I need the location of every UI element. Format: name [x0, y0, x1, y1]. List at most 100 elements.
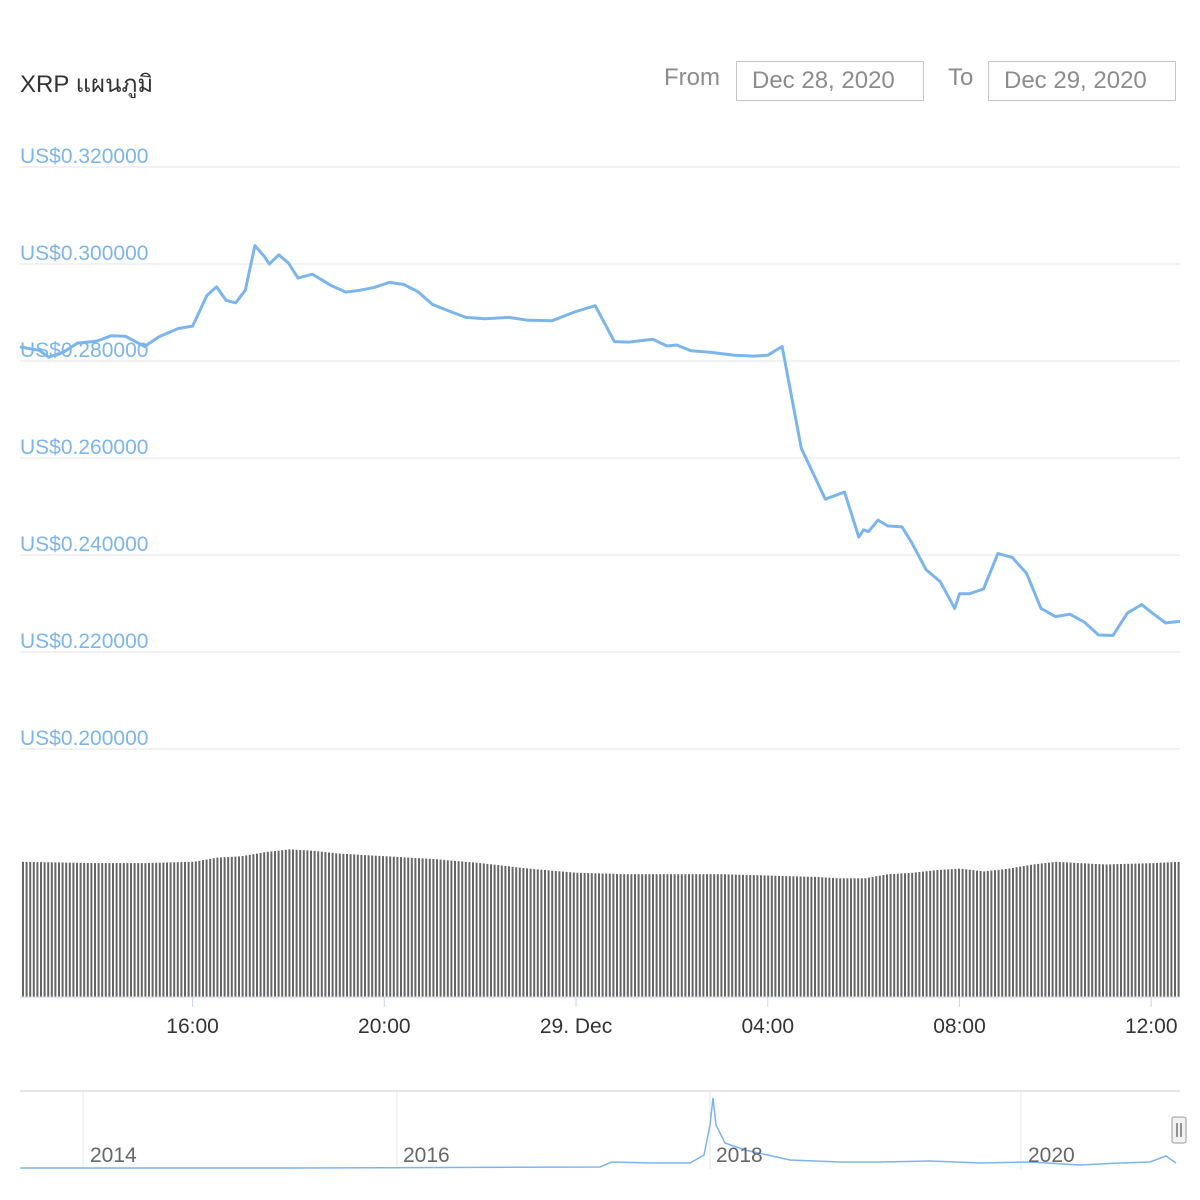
volume-bar [140, 863, 143, 997]
volume-bar [392, 856, 395, 997]
volume-bar [342, 853, 345, 997]
volume-bar [104, 863, 107, 997]
volume-bar [1127, 863, 1130, 997]
volume-bar [1141, 863, 1144, 997]
volume-bar [1076, 863, 1079, 997]
volume-bar [364, 855, 366, 997]
volume-bar [749, 875, 752, 997]
volume-bar [637, 874, 640, 997]
volume-bar [716, 874, 719, 997]
volume-bar [1051, 862, 1054, 997]
to-date-input[interactable] [988, 61, 1176, 101]
volume-bar [227, 857, 230, 997]
volume-bar [1087, 863, 1090, 997]
volume-bar [785, 876, 788, 997]
volume-bar [241, 856, 244, 997]
volume-bar [50, 862, 53, 997]
volume-bar [1037, 863, 1040, 997]
volume-bar [857, 878, 860, 997]
x-axis: 16:00 20:00 29. Dec 04:00 08:00 12:00 [166, 997, 1178, 1038]
volume-bar [468, 862, 471, 997]
volume-bar [490, 864, 492, 997]
volume-bar [662, 874, 665, 997]
volume-bar [1134, 863, 1137, 997]
volume-bar [904, 873, 906, 997]
volume-bar [914, 872, 917, 997]
volume-bar [860, 878, 863, 997]
volume-bar [511, 866, 514, 997]
navigator-handle[interactable] [1171, 1116, 1187, 1144]
volume-bar [194, 861, 197, 997]
volume-bar [173, 862, 176, 997]
volume-bar [137, 863, 140, 997]
volume-bar [893, 873, 896, 997]
volume-bar [1163, 862, 1166, 997]
volume-bar [266, 851, 269, 997]
navigator[interactable]: 2014 2016 2018 2020 [20, 1090, 1187, 1169]
volume-bar [1152, 863, 1155, 997]
volume-bar [1091, 863, 1094, 997]
volume-bar [1019, 866, 1022, 997]
volume-bar [709, 874, 712, 997]
volume-bar [986, 871, 989, 997]
volume-bar [1058, 862, 1061, 997]
volume-bar [1044, 863, 1047, 997]
volume-bar [655, 874, 658, 997]
volume-bar [371, 855, 374, 997]
volume-bar [472, 862, 474, 997]
volume-bar [580, 872, 582, 997]
volume-bar [317, 851, 320, 997]
volume-bar [382, 856, 384, 997]
volume-bar [1062, 862, 1065, 997]
volume-bar [536, 869, 539, 997]
volume-bar [630, 874, 633, 997]
volume-bar [565, 871, 568, 997]
volume-bar [464, 861, 467, 997]
volume-bar [274, 851, 276, 997]
volume-bar [277, 850, 280, 997]
y-axis-labels: US$0.320000US$0.300000US$0.280000US$0.26… [20, 145, 148, 750]
volume-bar [1145, 863, 1148, 997]
volume-bar [79, 862, 82, 997]
volume-bar [403, 857, 406, 997]
volume-bar [781, 876, 784, 997]
volume-bar [1084, 863, 1086, 997]
x-tick-label: 29. Dec [540, 1015, 612, 1038]
navigator-label-2020: 2020 [1028, 1144, 1075, 1167]
volume-bar [1015, 867, 1018, 997]
volume-bar [112, 863, 114, 997]
volume-bar [331, 852, 334, 997]
volume-bar [756, 875, 759, 997]
volume-bar [526, 868, 528, 997]
volume-bar [346, 854, 348, 997]
navigator-background [20, 1091, 1180, 1169]
volume-bar [518, 867, 521, 997]
volume-bar [670, 874, 672, 997]
volume-bar [1120, 864, 1122, 997]
volume-bars [22, 849, 1180, 997]
volume-bar [479, 863, 482, 997]
volume-bar [652, 874, 654, 997]
volume-bar [40, 862, 42, 997]
volume-bar [1138, 863, 1140, 997]
volume-bar [616, 874, 618, 997]
volume-bar [1033, 864, 1036, 997]
volume-bar [220, 857, 222, 997]
volume-bar [839, 878, 842, 997]
volume-bar [803, 876, 806, 997]
volume-bar [626, 874, 629, 997]
volume-bar [295, 849, 298, 997]
y-tick-label: US$0.220000 [20, 630, 148, 653]
volume-bar [418, 858, 420, 997]
volume-bar [832, 877, 834, 997]
y-tick-label: US$0.320000 [20, 145, 148, 168]
volume-bar [508, 866, 510, 997]
volume-bar [310, 850, 312, 997]
volume-bar [1105, 864, 1108, 997]
volume-bar [230, 856, 233, 997]
x-tick-label: 12:00 [1125, 1015, 1178, 1038]
from-date-input[interactable] [736, 61, 924, 101]
volume-bar [1148, 863, 1151, 997]
volume-bar [724, 874, 726, 997]
volume-bar [533, 869, 536, 997]
